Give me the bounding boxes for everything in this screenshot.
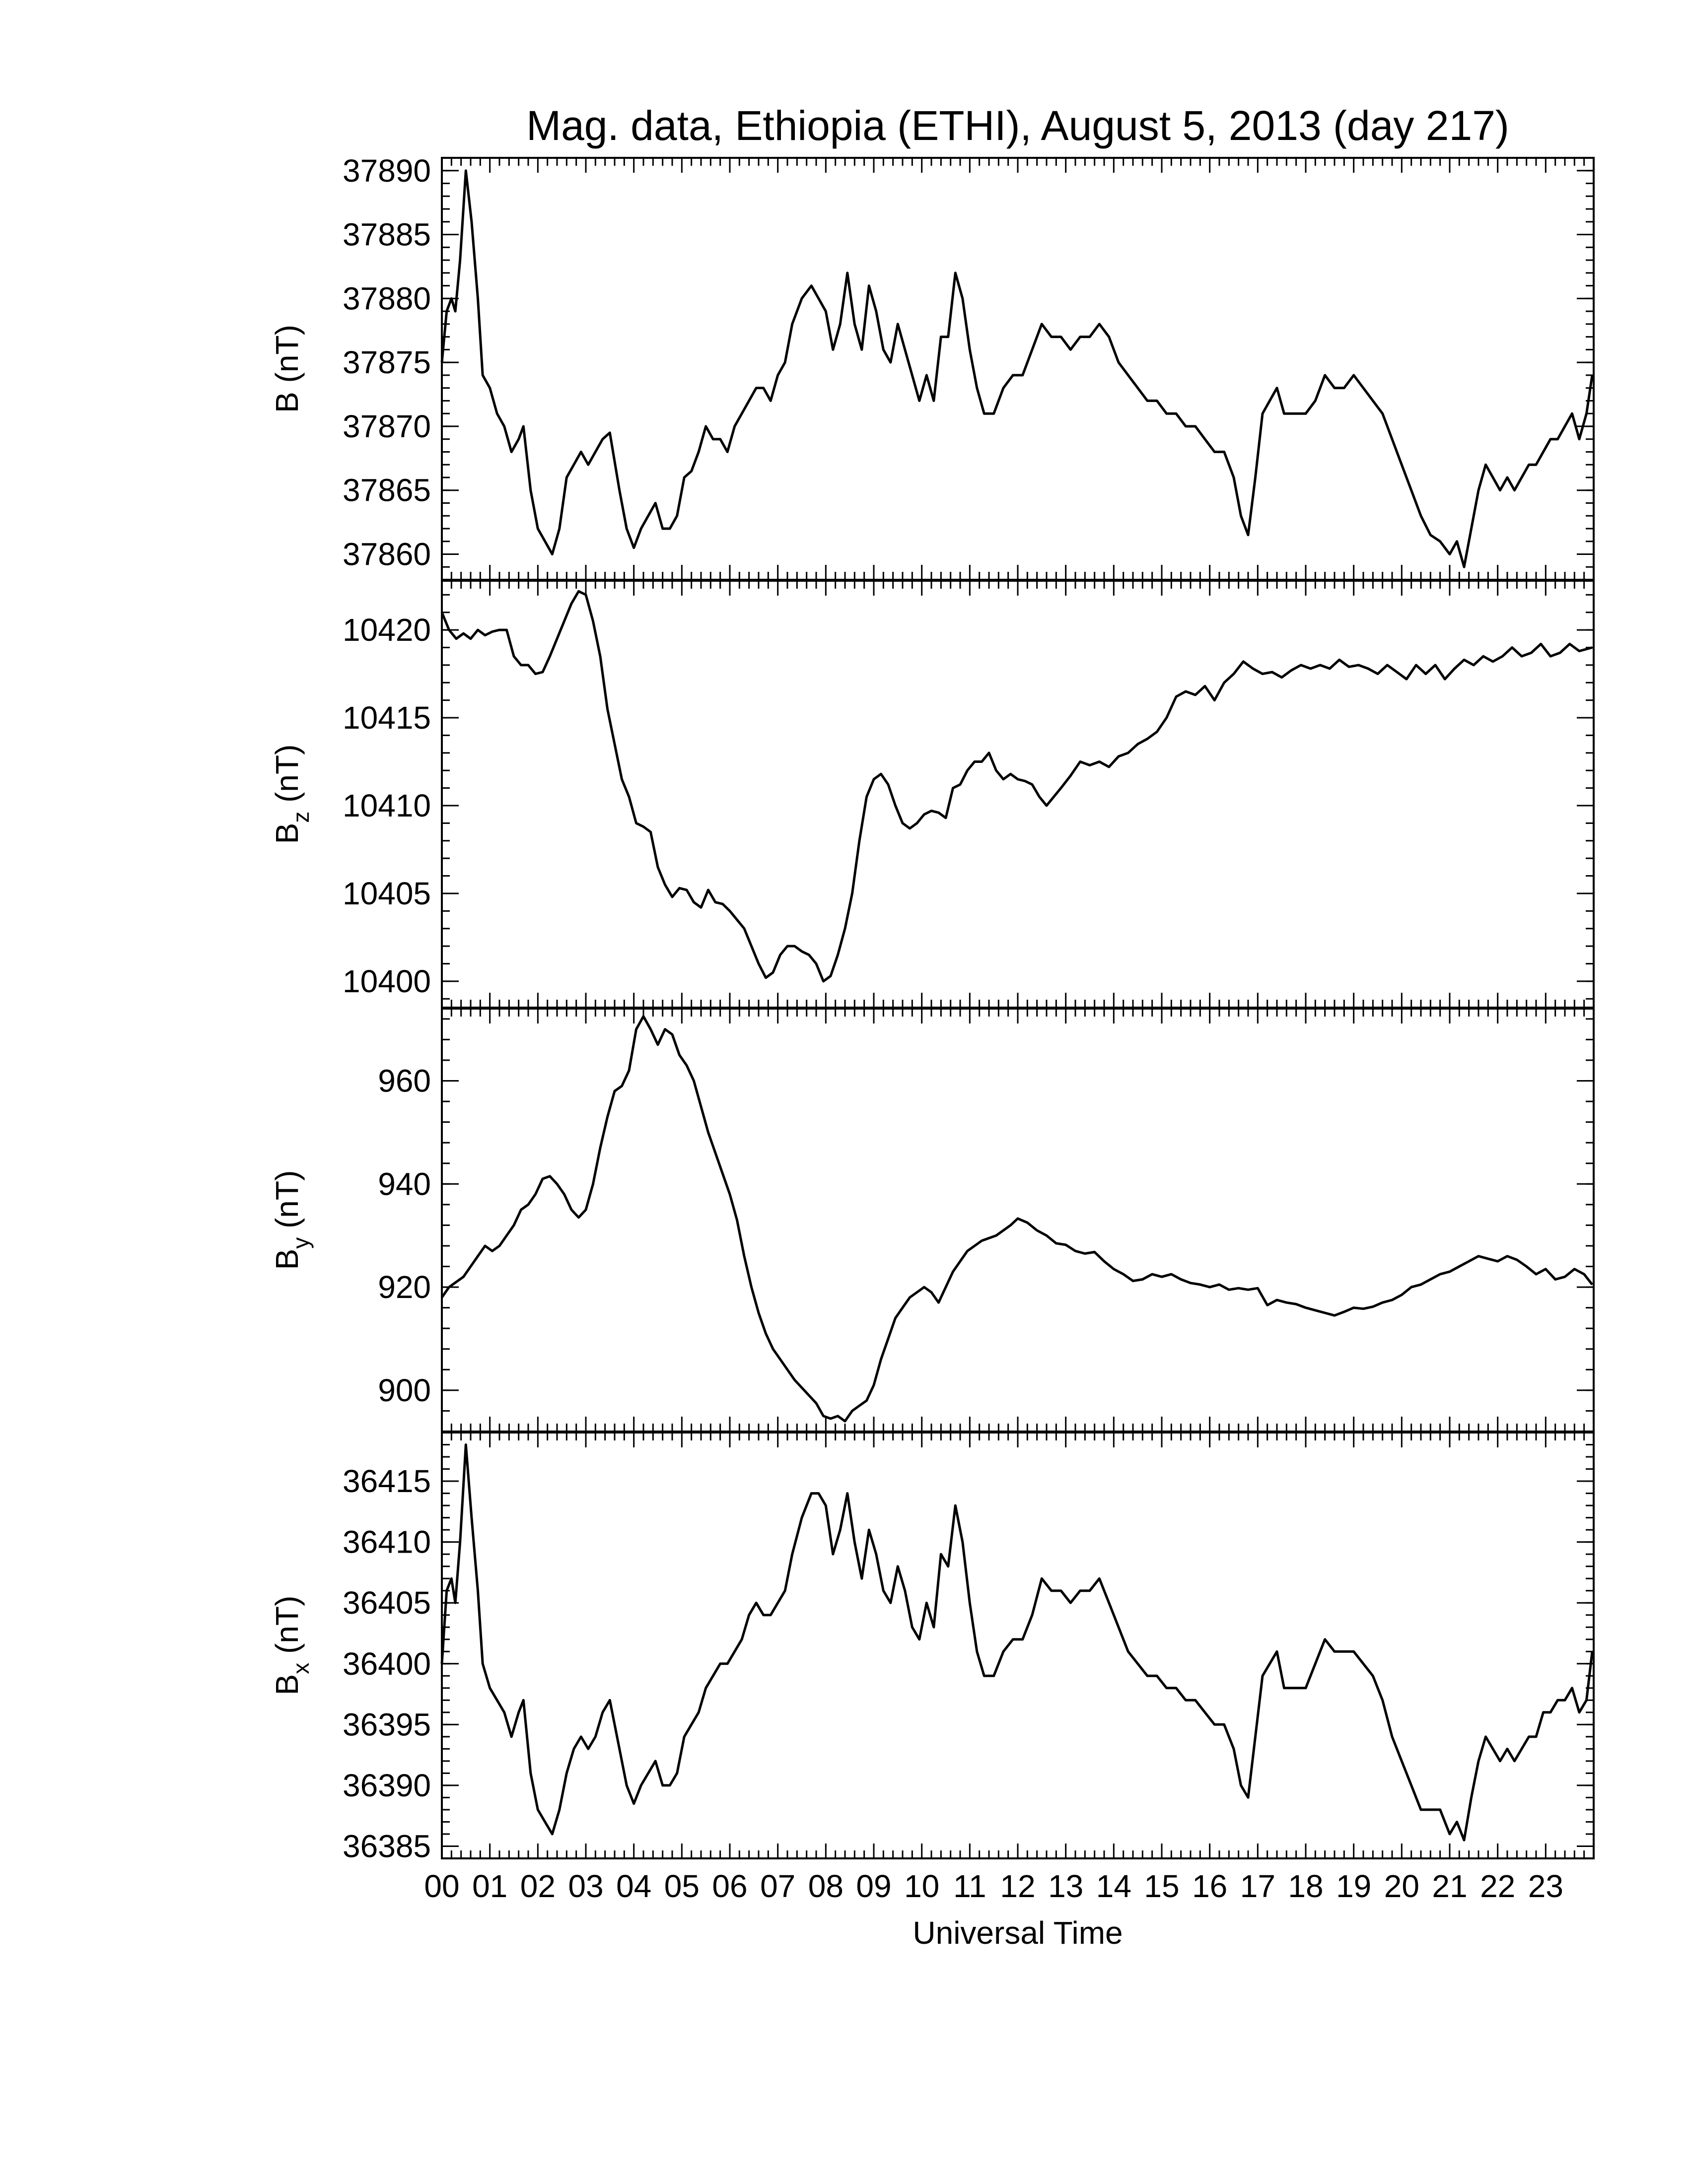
x-tick-label: 21 — [1432, 1868, 1467, 1904]
y-tick-label: 36415 — [343, 1463, 431, 1499]
y-tick-label: 920 — [378, 1269, 431, 1305]
x-tick-label: 08 — [808, 1868, 844, 1904]
series-line — [440, 169, 1594, 568]
chart-title: Mag. data, Ethiopia (ETHI), August 5, 20… — [526, 102, 1509, 149]
x-tick-label: 19 — [1336, 1868, 1371, 1904]
x-tick-label: 01 — [472, 1868, 507, 1904]
series-line — [440, 1443, 1594, 1842]
panel-z: 10400 10405 10410 10415 10420 Bz (nT) — [269, 580, 1595, 1009]
y-tick-label: 36405 — [343, 1585, 431, 1621]
y-axis-label: Bz (nT) — [269, 745, 314, 844]
x-tick-label: 06 — [712, 1868, 747, 1904]
x-tick-label: 22 — [1480, 1868, 1515, 1904]
y-tick-label: 37860 — [343, 536, 431, 572]
y-tick-label: 10420 — [343, 612, 431, 648]
series-line — [440, 1015, 1594, 1423]
y-axis-label-unit: (nT) — [269, 1170, 305, 1237]
panel-b: 37860 37865 37870 37875 37880 37885 37890 B (nT… — [269, 153, 1595, 581]
x-axis-label: Universal Time — [913, 1915, 1123, 1951]
x-tick-label: 15 — [1144, 1868, 1179, 1904]
x-axis: 00 01 02 03 04 05 06 07 08 09 10 11 12 13 14 15 16 17 18 19… — [424, 1868, 1563, 1904]
x-tick-label: 17 — [1240, 1868, 1275, 1904]
y-axis-label: B (nT) — [269, 325, 305, 413]
y-axis-label-unit: (nT) — [269, 325, 305, 392]
x-tick-label: 20 — [1384, 1868, 1419, 1904]
y-axis-label: By (nT) — [269, 1170, 314, 1270]
panel-x: 36385 36390 36395 36400 36405 36410 36415 Bx (n… — [269, 1432, 1595, 1864]
y-axis-label-subscript: x — [288, 1663, 314, 1674]
x-tick-label: 07 — [760, 1868, 795, 1904]
x-tick-label: 00 — [424, 1868, 459, 1904]
panels: 37860 37865 37870 37875 37880 37885 37890 B (nT… — [269, 153, 1595, 1864]
x-tick-label: 13 — [1048, 1868, 1083, 1904]
y-tick-label: 36390 — [343, 1768, 431, 1803]
y-tick-label: 37890 — [343, 153, 431, 189]
y-tick-label: 37875 — [343, 344, 431, 380]
y-tick-label: 36395 — [343, 1706, 431, 1742]
y-tick-label: 37870 — [343, 409, 431, 444]
y-tick-label: 960 — [378, 1063, 431, 1098]
y-tick-label: 36400 — [343, 1646, 431, 1682]
series-line — [440, 590, 1593, 983]
y-tick-label: 37880 — [343, 280, 431, 316]
y-tick-label: 900 — [378, 1372, 431, 1408]
y-tick-label: 10400 — [343, 963, 431, 999]
y-tick-label: 10405 — [343, 876, 431, 911]
y-tick-label: 940 — [378, 1166, 431, 1202]
y-axis-label-main: B — [269, 1674, 305, 1696]
y-tick-label: 37885 — [343, 217, 431, 253]
y-tick-label: 36385 — [343, 1828, 431, 1864]
x-tick-label: 02 — [520, 1868, 556, 1904]
x-tick-label: 11 — [953, 1868, 986, 1904]
x-tick-label: 09 — [856, 1868, 891, 1904]
y-axis-label-unit: (nT) — [269, 1596, 305, 1663]
x-tick-label: 12 — [1000, 1868, 1035, 1904]
y-axis-label-subscript: z — [288, 812, 314, 823]
x-tick-label: 05 — [664, 1868, 700, 1904]
y-tick-label: 10415 — [343, 700, 431, 736]
y-axis-label-main: B — [269, 392, 305, 413]
x-tick-label: 04 — [616, 1868, 651, 1904]
x-tick-label: 18 — [1288, 1868, 1323, 1904]
x-tick-label: 23 — [1528, 1868, 1563, 1904]
x-tick-label: 16 — [1192, 1868, 1227, 1904]
x-tick-label: 10 — [904, 1868, 939, 1904]
x-tick-label: 14 — [1096, 1868, 1131, 1904]
y-axis-label-unit: (nT) — [269, 745, 305, 812]
y-tick-label: 37865 — [343, 473, 431, 508]
y-tick-label: 10410 — [343, 788, 431, 823]
x-tick-label: 03 — [568, 1868, 603, 1904]
y-axis-label-main: B — [269, 1249, 305, 1270]
y-axis-label-main: B — [269, 823, 305, 844]
y-axis-label: Bx (nT) — [269, 1596, 314, 1696]
y-tick-label: 36410 — [343, 1524, 431, 1560]
y-axis-label-subscript: y — [288, 1237, 314, 1249]
